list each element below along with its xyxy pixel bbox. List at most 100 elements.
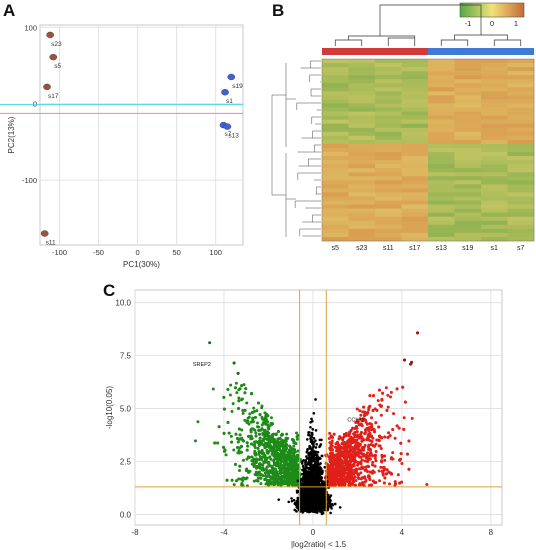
de-point xyxy=(365,426,369,430)
de-point xyxy=(267,434,271,438)
de-point xyxy=(376,399,380,403)
ns-point xyxy=(302,477,306,481)
heatmap-cell xyxy=(428,63,455,68)
de-point xyxy=(342,469,346,473)
x-tick-label: 50 xyxy=(172,248,180,257)
heatmap-cell xyxy=(401,127,429,133)
de-point xyxy=(266,437,270,441)
heatmap-cell xyxy=(401,232,429,238)
heatmap-cell xyxy=(348,139,376,145)
heatmap-cell xyxy=(428,111,455,116)
de-point xyxy=(268,455,272,459)
heatmap-cell xyxy=(348,200,376,205)
ns-point xyxy=(302,475,306,478)
de-point xyxy=(288,456,292,460)
de-point xyxy=(358,443,362,447)
heatmap-cell xyxy=(428,164,455,169)
de-point xyxy=(356,418,360,422)
de-point xyxy=(270,481,274,485)
de-point xyxy=(239,450,243,454)
de-point xyxy=(351,426,355,430)
de-point xyxy=(279,457,283,461)
de-point xyxy=(332,467,336,471)
ns-point xyxy=(312,474,316,478)
heatmap-cell xyxy=(348,75,376,80)
ns-point xyxy=(307,502,311,506)
x-axis-label: PC1(30%) xyxy=(123,260,160,269)
heatmap-cell xyxy=(428,59,455,64)
ns-point xyxy=(306,438,309,441)
ns-point xyxy=(326,507,330,510)
heatmap-cell xyxy=(507,119,535,125)
heatmap-cell xyxy=(481,99,508,104)
de-point xyxy=(363,454,367,458)
heatmap-cell xyxy=(454,228,482,234)
sample-point xyxy=(223,123,232,130)
de-point xyxy=(296,477,300,481)
de-point xyxy=(277,455,281,459)
heatmap-cell xyxy=(322,160,349,165)
de-point xyxy=(362,448,366,452)
de-point xyxy=(354,479,358,483)
heatmap-cell xyxy=(454,59,482,64)
de-point xyxy=(284,468,288,472)
heatmap-cell xyxy=(481,180,508,185)
heatmap-cell xyxy=(481,164,508,169)
ns-point xyxy=(319,469,322,473)
de-point xyxy=(368,434,372,438)
de-point xyxy=(329,451,333,455)
de-point xyxy=(391,451,395,455)
heatmap-cell xyxy=(481,131,508,137)
heatmap-cell xyxy=(375,156,402,161)
de-point xyxy=(263,411,267,415)
heatmap-cell xyxy=(428,192,455,197)
heatmap-cell xyxy=(375,95,402,100)
de-point xyxy=(354,459,358,463)
de-point xyxy=(339,478,343,482)
de-point xyxy=(354,440,358,444)
heatmap-cell xyxy=(454,208,482,213)
de-point xyxy=(365,412,369,416)
heatmap-cell xyxy=(375,200,402,205)
ns-point xyxy=(311,468,314,472)
de-point xyxy=(278,469,282,473)
heatmap-cell xyxy=(322,236,349,242)
heatmap-cell xyxy=(375,172,402,177)
heatmap-cell xyxy=(401,184,429,189)
ns-point xyxy=(314,471,318,475)
x-tick-label: 4 xyxy=(400,528,405,537)
ns-point xyxy=(321,493,324,497)
de-point xyxy=(384,472,388,476)
de-point xyxy=(292,444,296,448)
panel-b-label: B xyxy=(272,1,285,20)
ns-point xyxy=(311,451,314,454)
de-point xyxy=(292,440,296,444)
ns-point xyxy=(303,509,307,512)
heatmap-cell xyxy=(481,63,508,68)
de-point xyxy=(240,481,244,485)
colorbar-tick: 1 xyxy=(514,19,518,28)
de-point xyxy=(402,427,406,431)
ns-point xyxy=(308,487,312,491)
de-point xyxy=(295,437,299,441)
de-point xyxy=(368,452,372,456)
row-dendro-lines xyxy=(271,60,321,237)
ns-point xyxy=(314,495,318,498)
ns-point xyxy=(311,483,314,487)
heatmap-cell xyxy=(507,236,535,242)
heatmap-cell xyxy=(401,224,429,230)
de-point xyxy=(346,450,350,454)
heatmap-cell xyxy=(428,232,455,238)
de-point xyxy=(388,482,392,486)
de-point xyxy=(250,462,254,466)
de-point xyxy=(355,430,359,434)
de-point xyxy=(263,454,267,458)
heatmap-cell xyxy=(428,216,455,222)
heatmap-cell xyxy=(481,160,508,165)
de-point xyxy=(262,460,266,464)
ns-point xyxy=(310,493,314,497)
de-point xyxy=(355,434,359,438)
heatmap-cell xyxy=(401,107,429,112)
heatmap-cell xyxy=(428,212,455,218)
de-point xyxy=(280,432,284,436)
